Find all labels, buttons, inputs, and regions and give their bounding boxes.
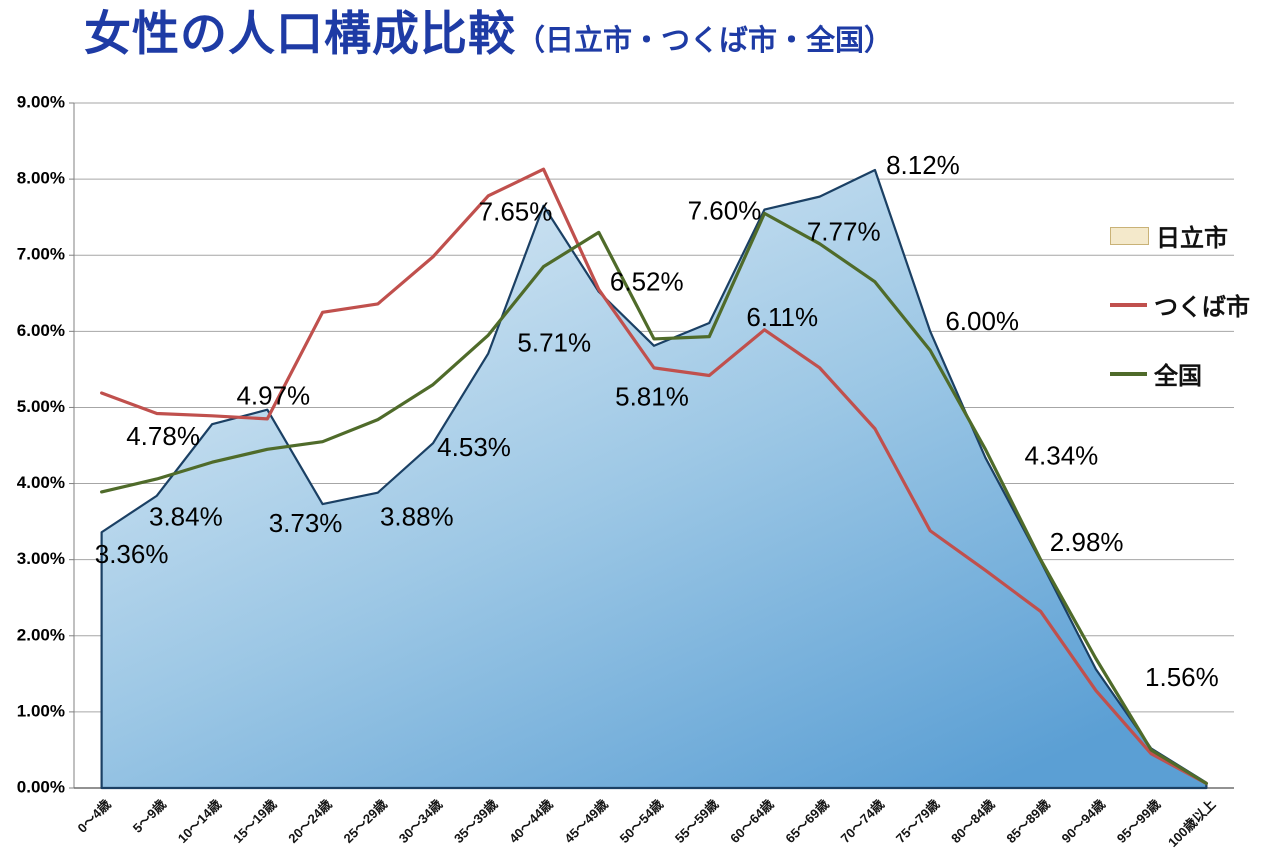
x-axis-label: 0～4歳 [75,797,114,836]
x-axis-label: 15～19歳 [230,797,279,846]
x-axis-label: 35～39歳 [451,797,500,846]
tsukuba-line-series [100,167,1208,786]
zenkoku-line-series [100,211,1208,786]
data-label: 5.71% [517,327,591,357]
data-label: 8.12% [886,150,960,180]
x-axis-label: 70～74歳 [838,797,887,846]
hitachi-area-swatch-icon [1110,226,1149,245]
data-label: 6.52% [610,267,684,297]
legend-label-tsukuba: つくば市 [1154,294,1250,321]
data-label: 6.11% [746,302,818,332]
legend-label-zenkoku: 全国 [1154,363,1202,390]
y-axis-label: 3.00% [17,549,65,568]
data-label: 7.60% [688,195,762,225]
x-axis-label: 5～9歳 [130,797,169,836]
x-axis-label: 55～59歳 [672,797,721,846]
y-axis-label: 7.00% [17,245,65,264]
data-label: 7.65% [479,197,553,227]
x-axis-label: 20～24歳 [285,797,334,846]
data-label: 5.81% [615,382,689,412]
x-axis-label: 95～99歳 [1114,797,1163,846]
data-label: 4.78% [126,421,200,451]
x-axis-label: 10～14歳 [175,797,224,846]
data-label: 2.98% [1050,527,1124,557]
chart-title-main: 女性の人口構成比較 [84,7,516,60]
y-axis-label: 8.00% [17,169,65,188]
legend-item-hitachi: 日立市 [1110,218,1250,253]
data-label: 3.73% [269,508,343,538]
data-label: 4.34% [1025,441,1099,471]
chart-legend: 日立市 つくば市 全国 [1110,218,1250,391]
hitachi-area-series [100,168,1208,790]
data-label: 1.56% [1145,662,1219,692]
x-axis-label: 65～69歳 [782,797,831,846]
x-axis-label: 75～79歳 [893,797,942,846]
chart-title: 女性の人口構成比較（日立市・つくば市・全国） [84,8,893,60]
x-axis-label: 50～54歳 [617,797,666,846]
y-axis-label: 5.00% [17,397,65,416]
x-axis-label: 30～34歳 [396,797,445,846]
x-axis-label: 45～49歳 [561,797,610,846]
chart-title-sub: （日立市・つくば市・全国） [516,25,894,57]
y-axis-label: 2.00% [17,625,65,644]
data-label: 6.00% [945,306,1019,336]
data-label: 3.88% [380,502,454,532]
x-axis-label: 40～44歳 [506,797,555,846]
x-axis-label: 80～84歳 [948,797,997,846]
x-axis-label: 90～94歳 [1059,797,1108,846]
x-axis-label: 60～64歳 [727,797,776,846]
y-axis-label: 9.00% [17,92,65,111]
x-axis-label: 100歳以上 [1165,797,1219,851]
legend-label-hitachi: 日立市 [1156,225,1228,252]
x-axis-label: 25～29歳 [340,797,389,846]
y-axis-label: 6.00% [17,321,65,340]
x-axis-label: 85～89歳 [1003,797,1052,846]
zenkoku-line-swatch-icon [1110,371,1147,376]
data-label: 3.36% [95,539,169,569]
legend-item-tsukuba: つくば市 [1110,287,1250,322]
y-axis-label: 1.00% [17,701,65,720]
legend-item-zenkoku: 全国 [1110,356,1250,391]
data-label: 4.53% [437,432,511,462]
data-label: 4.97% [236,381,310,411]
data-label: 3.84% [149,502,223,532]
tsukuba-line-swatch-icon [1110,302,1147,307]
y-axis-label: 4.00% [17,473,65,492]
data-label: 7.77% [807,216,881,246]
y-axis-label: 0.00% [17,777,65,796]
